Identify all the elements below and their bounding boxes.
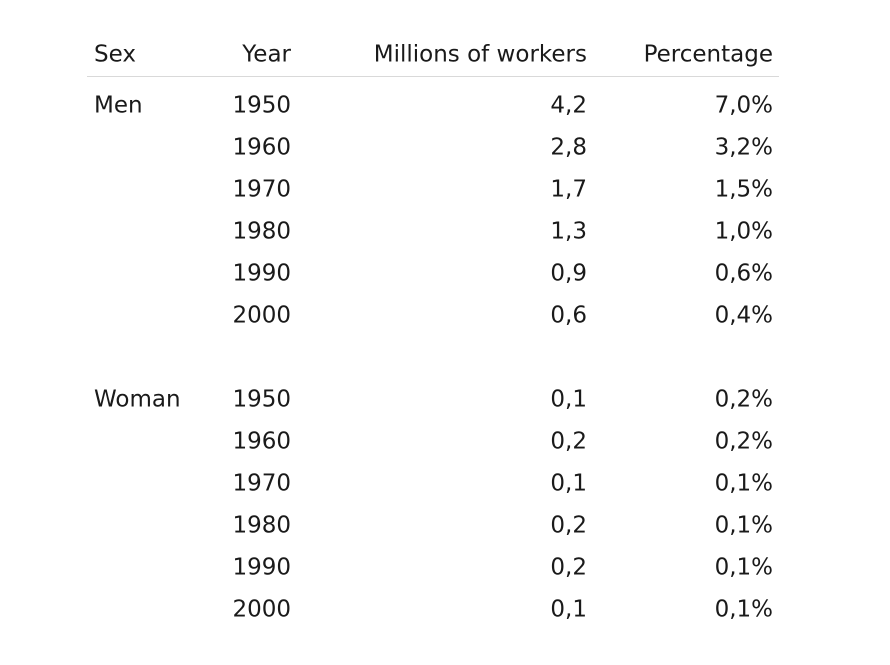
millions-cell: 0,2 [550, 512, 587, 539]
millions-cell: 2,8 [550, 134, 587, 161]
year-cell: 1980 [232, 218, 291, 245]
year-cell: 1960 [232, 134, 291, 161]
year-cell: 1970 [232, 176, 291, 203]
header-sex: Sex [94, 41, 136, 68]
year-cell: 1970 [232, 470, 291, 497]
table-row: 2000 0,6 0,4% [87, 295, 779, 337]
year-cell: 1980 [232, 512, 291, 539]
table-row: 1980 1,3 1,0% [87, 211, 779, 253]
year-cell: 1950 [232, 92, 291, 119]
table-row: 1990 0,2 0,1% [87, 547, 779, 589]
millions-cell: 0,9 [550, 260, 587, 287]
percentage-cell: 3,2% [714, 134, 773, 161]
group-spacer [87, 337, 779, 379]
millions-cell: 0,1 [550, 596, 587, 623]
year-cell: 2000 [232, 302, 291, 329]
percentage-cell: 0,2% [714, 428, 773, 455]
table-row: 1960 2,8 3,2% [87, 127, 779, 169]
table-row: 1990 0,9 0,6% [87, 253, 779, 295]
group-label-men: Men [94, 92, 143, 119]
percentage-cell: 0,1% [714, 470, 773, 497]
percentage-cell: 1,0% [714, 218, 773, 245]
table-row: 1960 0,2 0,2% [87, 421, 779, 463]
percentage-cell: 0,1% [714, 596, 773, 623]
header-year: Year [242, 41, 291, 68]
table-row: 1980 0,2 0,1% [87, 505, 779, 547]
workers-table: Sex Year Millions of workers Percentage … [87, 34, 779, 631]
table-row: 1970 0,1 0,1% [87, 463, 779, 505]
year-cell: 1950 [232, 386, 291, 413]
millions-cell: 0,2 [550, 428, 587, 455]
millions-cell: 0,1 [550, 386, 587, 413]
percentage-cell: 0,1% [714, 512, 773, 539]
header-percentage: Percentage [643, 41, 773, 68]
table-header: Sex Year Millions of workers Percentage [87, 34, 779, 77]
percentage-cell: 0,6% [714, 260, 773, 287]
percentage-cell: 0,1% [714, 554, 773, 581]
year-cell: 1990 [232, 554, 291, 581]
millions-cell: 0,2 [550, 554, 587, 581]
millions-cell: 0,1 [550, 470, 587, 497]
table-row: Woman 1950 0,1 0,2% [87, 379, 779, 421]
year-cell: 2000 [232, 596, 291, 623]
percentage-cell: 0,4% [714, 302, 773, 329]
table-row: Men 1950 4,2 7,0% [87, 85, 779, 127]
table-row: 1970 1,7 1,5% [87, 169, 779, 211]
header-millions: Millions of workers [373, 41, 587, 68]
millions-cell: 0,6 [550, 302, 587, 329]
millions-cell: 4,2 [550, 92, 587, 119]
table-row: 2000 0,1 0,1% [87, 589, 779, 631]
percentage-cell: 1,5% [714, 176, 773, 203]
year-cell: 1990 [232, 260, 291, 287]
percentage-cell: 7,0% [714, 92, 773, 119]
millions-cell: 1,3 [550, 218, 587, 245]
millions-cell: 1,7 [550, 176, 587, 203]
year-cell: 1960 [232, 428, 291, 455]
percentage-cell: 0,2% [714, 386, 773, 413]
group-label-woman: Woman [94, 386, 181, 413]
